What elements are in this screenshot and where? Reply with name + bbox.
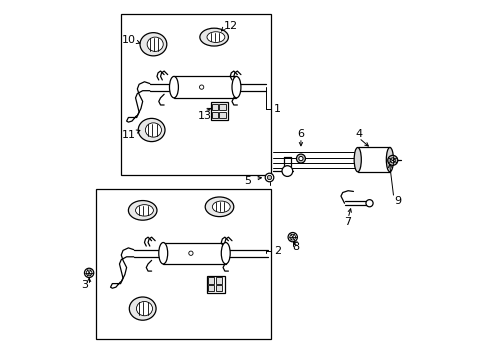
Bar [216, 285, 222, 292]
Ellipse shape [128, 201, 157, 220]
Ellipse shape [298, 157, 303, 161]
Ellipse shape [386, 148, 393, 172]
Ellipse shape [140, 33, 166, 56]
Circle shape [267, 175, 271, 180]
Text: 11: 11 [121, 130, 135, 140]
Text: 6: 6 [297, 129, 304, 139]
Ellipse shape [231, 76, 241, 98]
Ellipse shape [129, 297, 156, 320]
Ellipse shape [212, 201, 230, 212]
Ellipse shape [296, 154, 305, 163]
Bar [174, 76, 236, 98]
Bar [211, 112, 218, 118]
Bar [207, 277, 214, 284]
Ellipse shape [206, 32, 224, 42]
Bar [163, 243, 225, 264]
Text: 7: 7 [344, 217, 351, 227]
Bar [216, 277, 222, 284]
Ellipse shape [169, 76, 178, 98]
Text: 5: 5 [244, 176, 251, 186]
Ellipse shape [138, 118, 164, 141]
Circle shape [188, 251, 193, 255]
Circle shape [282, 166, 292, 176]
Ellipse shape [147, 37, 163, 51]
Text: 13: 13 [197, 111, 211, 121]
Text: 2: 2 [273, 247, 280, 256]
Bar [96, 189, 271, 339]
Circle shape [84, 268, 94, 278]
Text: 1: 1 [273, 104, 280, 113]
Circle shape [264, 173, 273, 182]
Ellipse shape [205, 197, 233, 217]
Bar [211, 104, 218, 111]
Text: 3: 3 [81, 280, 88, 291]
Ellipse shape [200, 28, 228, 46]
Ellipse shape [353, 148, 361, 172]
Circle shape [365, 200, 372, 207]
Ellipse shape [135, 204, 153, 216]
Bar [206, 276, 224, 293]
Ellipse shape [387, 156, 397, 165]
Bar [210, 103, 228, 120]
Bar [207, 285, 214, 292]
Bar [357, 148, 389, 172]
Bar [219, 112, 225, 118]
Text: 8: 8 [292, 242, 299, 252]
Bar [121, 14, 271, 175]
Ellipse shape [221, 243, 230, 264]
Text: 12: 12 [224, 21, 238, 31]
Circle shape [287, 233, 297, 242]
Bar [219, 104, 225, 111]
Ellipse shape [159, 243, 167, 264]
Ellipse shape [145, 123, 161, 137]
Text: 9: 9 [393, 196, 400, 206]
Text: 10: 10 [121, 35, 135, 45]
Text: 4: 4 [354, 129, 362, 139]
Ellipse shape [389, 158, 394, 163]
Circle shape [199, 85, 203, 89]
Ellipse shape [136, 301, 152, 316]
